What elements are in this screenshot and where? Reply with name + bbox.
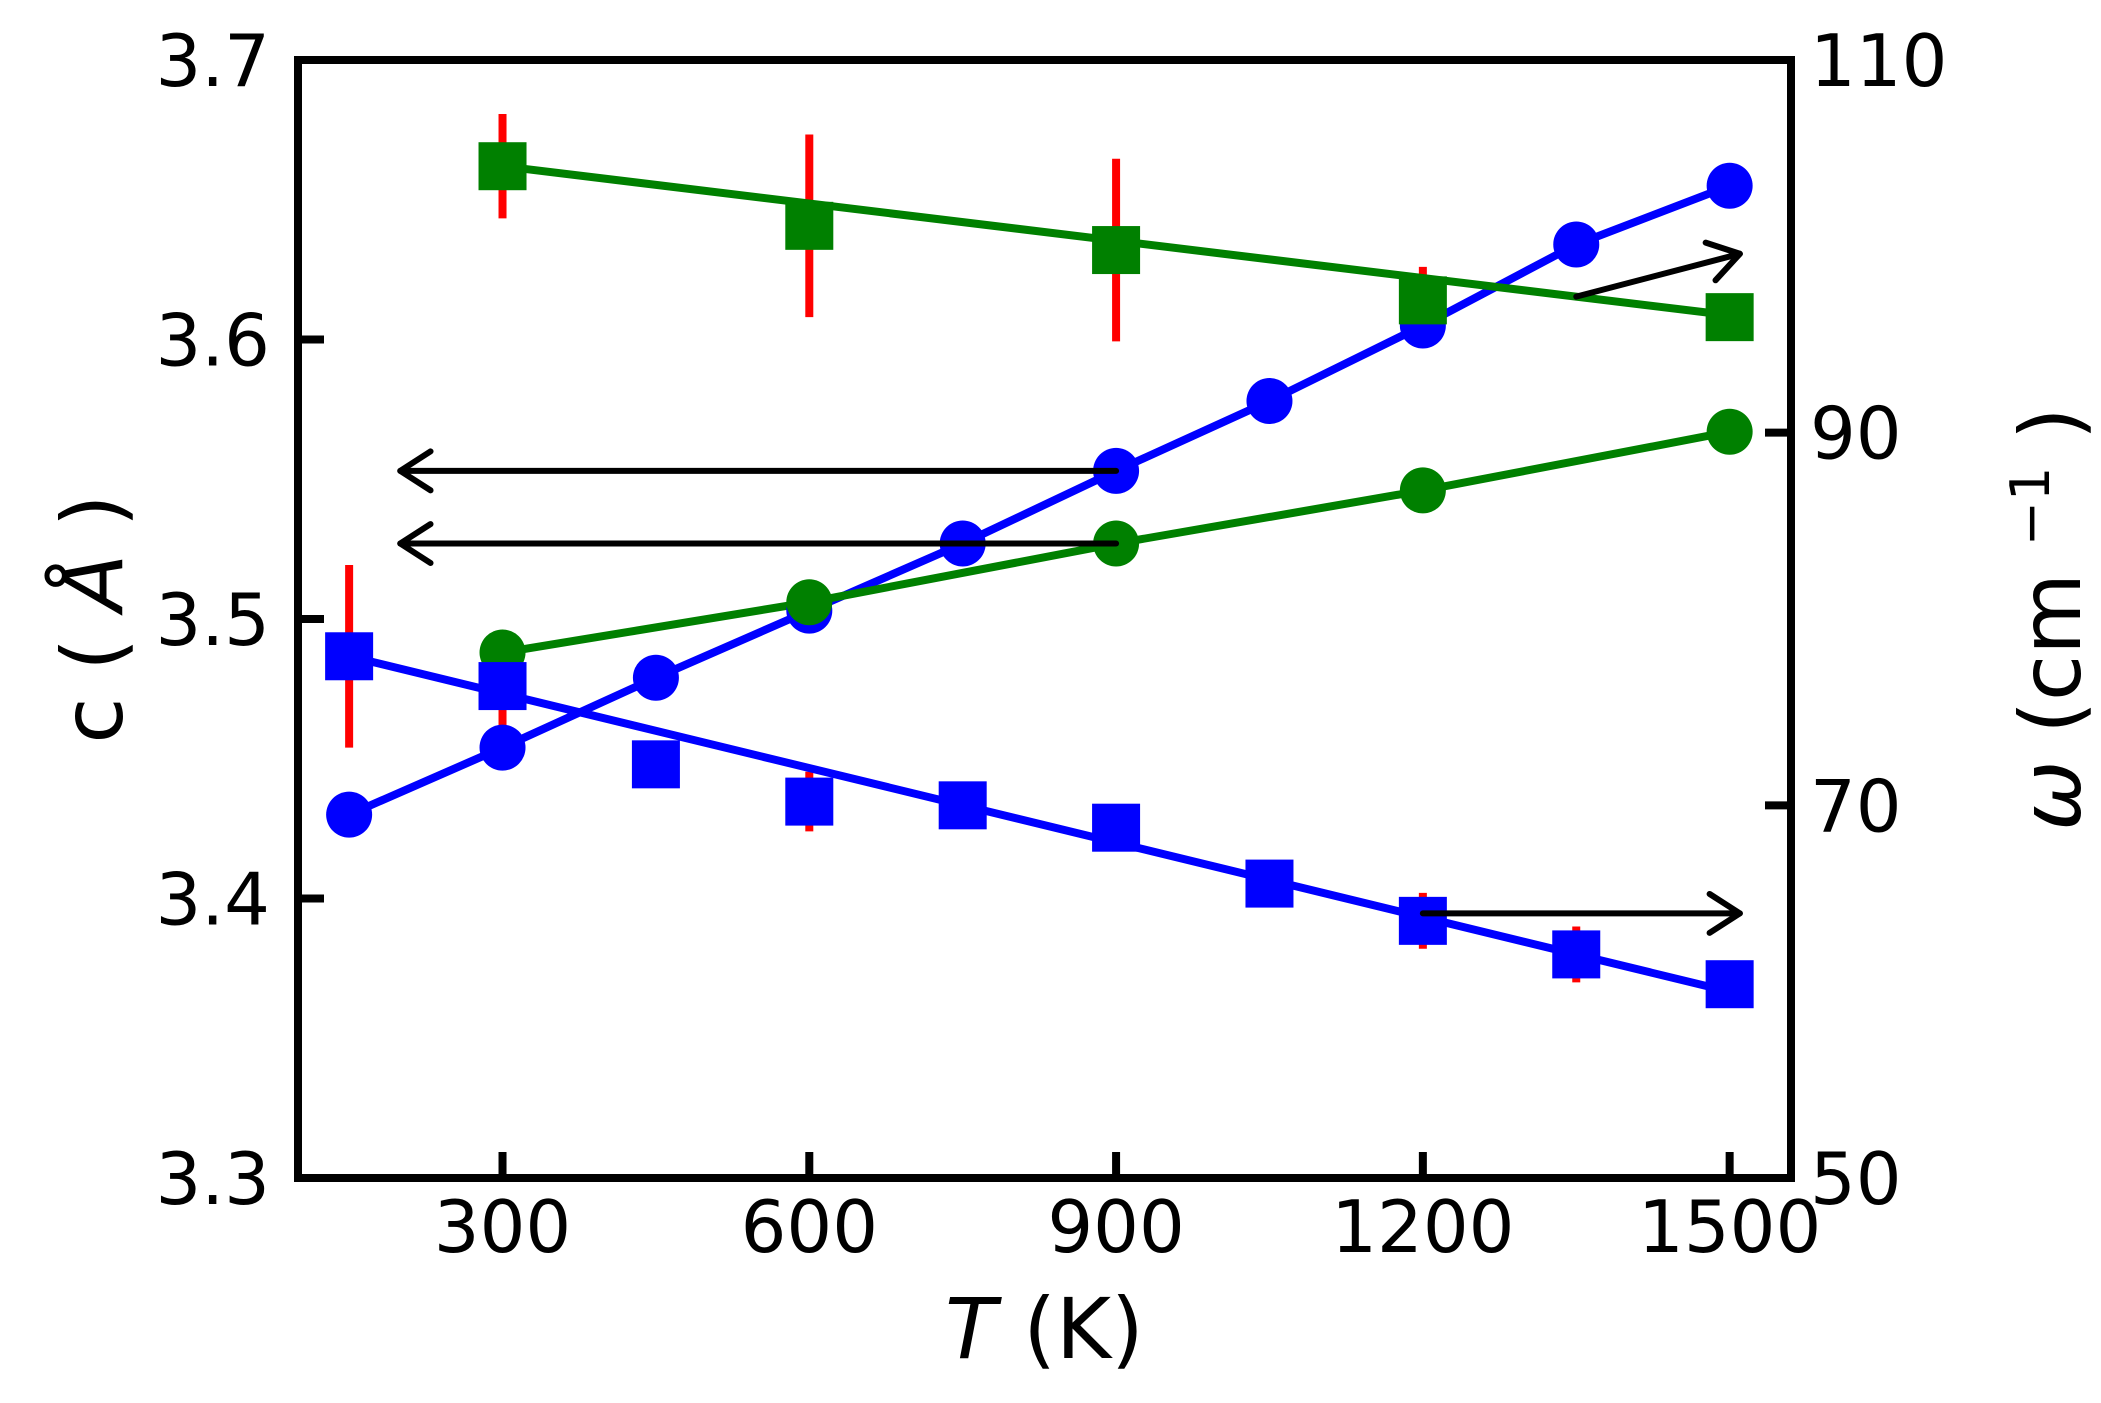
left-y-axis-unit: Å <box>43 554 142 616</box>
left-y-tick-label: 3.3 <box>155 1137 270 1221</box>
data-point-circle <box>1553 221 1600 268</box>
data-point-circle <box>1399 467 1446 514</box>
data-point-square <box>1398 896 1447 945</box>
left-y-tick-label: 3.6 <box>155 299 270 383</box>
left-y-axis-base: c <box>44 697 142 743</box>
data-point-square <box>938 781 987 830</box>
series-line <box>347 182 1732 819</box>
plot-frame-layer <box>294 56 1795 1182</box>
x-tick-label: 1500 <box>1638 1185 1821 1269</box>
data-point-square <box>478 662 527 711</box>
x-axis-unit: (K) <box>1023 1280 1144 1378</box>
right-y-tick-label: 90 <box>1810 392 1902 476</box>
left-y-axis-close: ) <box>44 494 142 527</box>
data-point-circle <box>632 654 679 701</box>
data-point-square <box>785 777 834 826</box>
data-point-square <box>1092 226 1141 275</box>
right-y-axis-symbol: ω <box>2002 760 2100 830</box>
right-y-axis-unit-close: ) <box>2002 407 2100 440</box>
data-point-circle <box>786 579 833 626</box>
annotation-arrow-shaft <box>1573 250 1743 300</box>
right-y-axis-unit-open: (cm <box>2002 573 2100 734</box>
x-axis-symbol: T <box>945 1280 1002 1378</box>
data-point-square <box>1705 960 1754 1009</box>
right-y-axis-label: ω (cm −1 ) <box>1999 407 2101 831</box>
left-y-tick-label: 3.7 <box>155 19 270 103</box>
x-tick-label: 300 <box>434 1185 571 1269</box>
data-point-square <box>478 142 527 191</box>
annotation-layer <box>397 239 1743 936</box>
annotation-arrowhead <box>1702 239 1743 284</box>
data-point-square <box>1092 803 1141 852</box>
series-line-layer <box>345 162 1734 996</box>
data-point-circle <box>479 724 526 771</box>
data-point-square <box>1245 859 1294 908</box>
data-point-circle <box>326 791 373 838</box>
right-y-axis-unit-sup: −1 <box>1999 467 2062 547</box>
x-tick-label: 1200 <box>1331 1185 1514 1269</box>
annotation-arrowhead <box>397 448 434 494</box>
x-axis-label: T (K) <box>945 1280 1144 1378</box>
data-point-square <box>1398 276 1447 325</box>
data-point-square <box>785 201 834 250</box>
data-point-circle <box>1246 377 1293 424</box>
data-point-square <box>1705 293 1754 342</box>
left-y-tick-label: 3.5 <box>155 578 270 662</box>
x-tick-label: 600 <box>741 1185 878 1269</box>
annotation-arrowhead <box>1706 890 1743 936</box>
annotation-arrowhead <box>397 521 434 566</box>
right-y-tick-label: 50 <box>1810 1137 1902 1221</box>
data-point-circle <box>1706 162 1753 209</box>
marker-layer <box>325 142 1754 1009</box>
x-tick-label: 900 <box>1047 1185 1184 1269</box>
left-y-axis-label: c ( Å ) <box>43 494 142 743</box>
data-point-square <box>631 740 680 789</box>
series-fit-line <box>345 652 1734 996</box>
data-point-square <box>325 632 374 681</box>
right-y-tick-label: 110 <box>1810 19 1947 103</box>
data-point-square <box>1552 930 1601 979</box>
text-layer: 300 600 900 1200 1500 3.3 3.4 3.5 3.6 3.7 50 70 90 11… <box>155 19 1947 1269</box>
data-point-circle <box>1706 408 1753 455</box>
left-y-axis-open: ( <box>44 638 142 671</box>
left-y-tick-label: 3.4 <box>155 858 270 942</box>
right-y-tick-label: 70 <box>1810 764 1902 848</box>
